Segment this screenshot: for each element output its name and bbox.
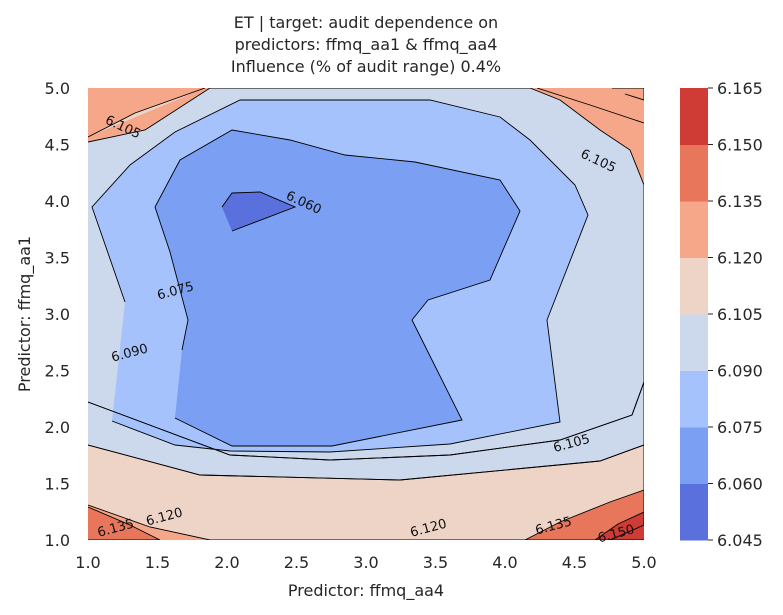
contour-line-7 [536,88,644,124]
contour-fills [88,88,644,540]
colorbar-tick-label: 6.075 [717,418,763,437]
colorbar-tick-label: 6.135 [717,192,763,211]
contour-line-2 [88,88,644,461]
x-tick-label: 2.5 [284,553,309,572]
y-tick-label: 3.5 [45,249,70,268]
x-tick-label: 5.0 [631,553,656,572]
contour-band-9 [612,88,644,100]
colorbar-band [680,314,708,371]
y-tick-label: 5.0 [45,79,70,98]
colorbar-band [680,144,708,202]
contour-band-12 [595,512,644,540]
chart-title-line-3: Influence (% of audit range) 0.4% [231,57,501,76]
colorbar-band [680,370,708,428]
x-tick-label: 3.0 [353,553,378,572]
chart-title-line-1: ET | target: audit dependence on [234,13,498,32]
contour-band-10 [88,507,160,540]
contour-lines [88,88,644,540]
x-tick-label: 2.0 [214,553,239,572]
contour-band-7 [222,192,295,231]
x-tick-label: 1.5 [145,553,170,572]
chart-title-line-2: predictors: ffmq_aa1 & ffmq_aa4 [235,35,498,55]
x-tick-label: 4.0 [492,553,517,572]
contour-line-9 [88,506,161,540]
y-axis-ticks: 1.0 1.5 2.0 2.5 3.0 3.5 4.0 4.5 5.0 [45,79,70,550]
contour-line-5 [221,191,297,232]
x-axis-ticks: 1.0 1.5 2.0 2.5 3.0 3.5 4.0 4.5 5.0 [75,553,656,572]
y-tick-label: 4.0 [45,192,70,211]
colorbar-band [680,483,708,541]
colorbar-tick-label: 6.165 [717,79,763,98]
colorbar-band [680,257,708,315]
contour-line-8 [612,88,644,101]
colorbar-tick-label: 6.060 [717,475,763,494]
y-tick-label: 2.0 [45,418,70,437]
contour-line-3 [91,99,589,453]
contour-band-2 [88,382,644,480]
colorbar-tick-label: 6.120 [717,249,763,268]
x-axis-label: Predictor: ffmq_aa4 [288,581,444,601]
y-tick-label: 1.0 [45,531,70,550]
colorbar-tick-label: 6.045 [717,531,763,550]
y-axis-label: Predictor: ffmq_aa1 [15,236,35,392]
colorbar-tick-label: 6.105 [717,305,763,324]
colorbar-band [680,427,708,484]
y-tick-label: 3.0 [45,305,70,324]
contour-line-4 [154,129,521,447]
contour-line-6 [88,88,206,138]
colorbar-band [680,88,708,145]
x-tick-label: 1.0 [75,553,100,572]
y-tick-label: 2.5 [45,362,70,381]
contour-band-1 [88,445,644,540]
colorbar-tick-label: 6.090 [717,362,763,381]
colorbar-ticks: 6.045 6.060 6.075 6.090 6.105 6.120 6.135 6.150… [708,79,763,550]
contour-band-4 [88,88,205,137]
colorbar-tick-label: 6.150 [717,136,763,155]
colorbar [680,88,708,541]
contour-line-11 [594,511,644,540]
y-tick-label: 4.5 [45,136,70,155]
contour-line-10 [524,489,644,540]
y-tick-label: 1.5 [45,475,70,494]
colorbar-band [680,201,708,258]
x-tick-label: 3.5 [423,553,448,572]
x-tick-label: 4.5 [562,553,587,572]
